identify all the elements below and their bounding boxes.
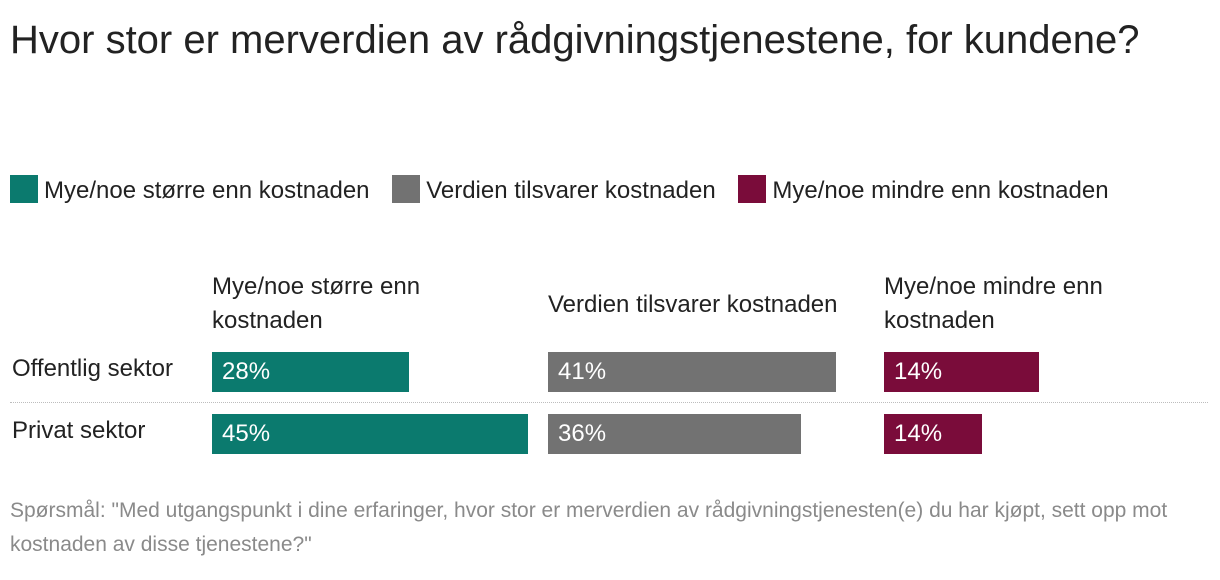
- bar-value-label: 28%: [222, 358, 271, 385]
- legend-swatch-larger: [10, 175, 38, 203]
- legend: Mye/noe større enn kostnaden Verdien til…: [10, 172, 1110, 210]
- bar-larger-public: 28%: [212, 352, 409, 392]
- panel-header-smaller: Mye/noe mindre enn kostnaden: [884, 273, 1103, 334]
- legend-item-smaller: Mye/noe mindre enn kostnaden: [738, 175, 1109, 204]
- row-label-public: Offentlig sektor: [12, 355, 173, 382]
- legend-swatch-smaller: [738, 175, 767, 203]
- legend-item-equal: Verdien tilsvarer kostnaden: [392, 175, 716, 204]
- legend-swatch-equal: [392, 175, 421, 203]
- bar-value-label: 36%: [558, 420, 607, 447]
- legend-item-larger: Mye/noe større enn kostnaden: [10, 175, 370, 204]
- panel-header-equal: Verdien tilsvarer kostnaden: [548, 291, 838, 318]
- panel-header-larger: Mye/noe større enn kostnaden: [212, 273, 421, 334]
- footnote: Spørsmål: "Med utgangspunkt i dine erfar…: [10, 499, 1168, 556]
- bar-value-label: 45%: [222, 420, 271, 447]
- bar-larger-private: 45%: [212, 414, 528, 454]
- legend-label-smaller: Mye/noe mindre enn kostnaden: [772, 177, 1109, 204]
- bar-value-label: 14%: [894, 420, 943, 447]
- legend-label-larger: Mye/noe større enn kostnaden: [44, 177, 370, 204]
- bar-equal-private: 36%: [548, 414, 801, 454]
- row-label-private: Privat sektor: [12, 417, 146, 444]
- bar-value-label: 14%: [894, 358, 943, 385]
- bar-smaller-private: 14%: [884, 414, 982, 454]
- bar-equal-public: 41%: [548, 352, 836, 392]
- bar-value-label: 41%: [558, 358, 607, 385]
- legend-label-equal: Verdien tilsvarer kostnaden: [426, 177, 716, 204]
- bar-smaller-public: 14%: [884, 352, 1039, 392]
- row-divider: [10, 402, 1208, 403]
- chart-title: Hvor stor er merverdien av rådgivningstj…: [10, 18, 1140, 62]
